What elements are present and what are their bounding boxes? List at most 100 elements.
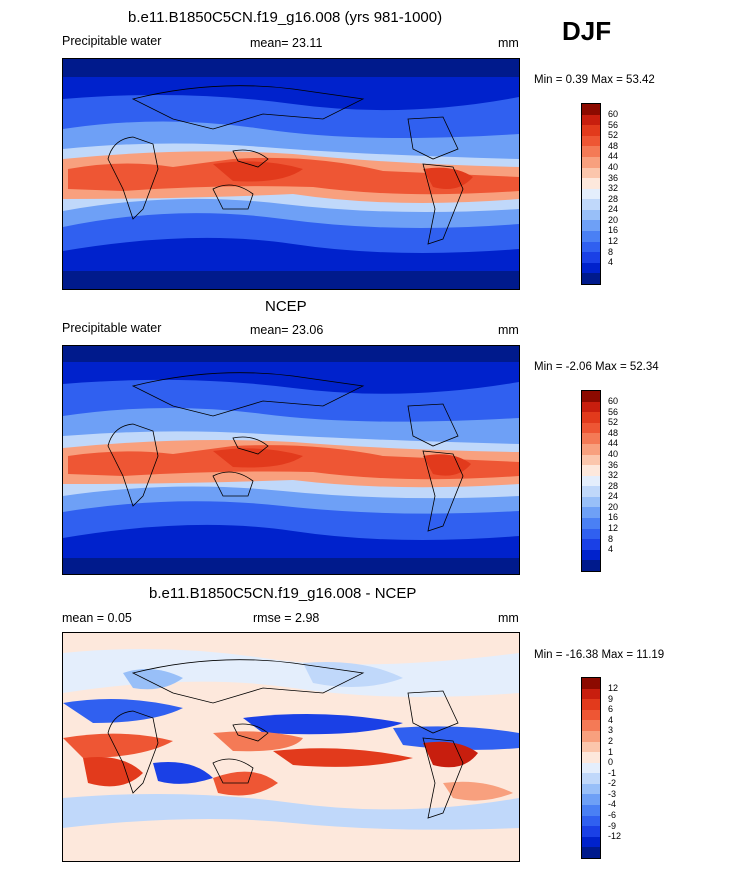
panel-2-colorbar: 60 56 52 48 44 40 36 32 28 24 20 16 12 8… — [581, 390, 618, 572]
panel-3-minmax: Min = -16.38 Max = 11.19 — [534, 649, 665, 661]
panel-2-colorbar-label: 24 — [608, 491, 619, 501]
colorbar-swatch — [582, 699, 600, 711]
colorbar-swatch — [582, 146, 600, 158]
panel-3-mean: mean = 0.05 — [62, 611, 132, 625]
panel-1-variable-label: Precipitable water — [62, 34, 162, 48]
panel-2-colorbar-label: 4 — [608, 544, 614, 554]
colorbar-swatch — [582, 507, 600, 519]
colorbar-swatch — [582, 783, 600, 795]
panel-1-colorbar-label: 20 — [608, 215, 619, 225]
colorbar-swatch — [582, 252, 600, 264]
colorbar-swatch — [582, 443, 600, 456]
colorbar-swatch — [582, 125, 600, 137]
panel-3-colorbar-label: -1 — [608, 768, 617, 778]
panel-2-colorbar-label: 36 — [608, 460, 619, 470]
panel-3-rmse: rmse = 2.98 — [253, 611, 320, 625]
colorbar-swatch — [582, 412, 600, 424]
colorbar-swatch — [582, 549, 600, 561]
panel-1-colorbar-label: 60 — [608, 109, 619, 119]
panel-3-colorbar-label: 6 — [608, 704, 614, 714]
colorbar-swatch — [582, 560, 600, 572]
panel-3-colorbar-label: 9 — [608, 694, 614, 704]
colorbar-swatch — [582, 454, 600, 466]
colorbar-swatch — [582, 475, 600, 487]
colorbar-swatch — [582, 273, 600, 285]
panel-1-colorbar-swatches — [581, 103, 601, 285]
panel-2-colorbar-label: 8 — [608, 534, 614, 544]
panel-3-colorbar-swatches — [581, 677, 601, 859]
colorbar-swatch — [582, 730, 600, 743]
colorbar-swatch — [582, 528, 600, 540]
panel-2-colorbar-label: 52 — [608, 417, 619, 427]
colorbar-swatch — [582, 847, 600, 859]
panel-3-colorbar-label: 2 — [608, 736, 614, 746]
colorbar-swatch — [582, 826, 600, 838]
panel-3-colorbar-label: -2 — [608, 778, 617, 788]
panel-2-colorbar-label: 12 — [608, 523, 619, 533]
panel-3-title: b.e11.B1850C5CN.f19_g16.008 - NCEP — [149, 585, 417, 602]
panel-2-colorbar-label: 20 — [608, 502, 619, 512]
colorbar-swatch — [582, 688, 600, 700]
panel-1-colorbar-label: 44 — [608, 151, 619, 161]
panel-1-colorbar-label: 4 — [608, 257, 614, 267]
colorbar-swatch — [582, 752, 600, 764]
panel-2-colorbar-swatches — [581, 390, 601, 572]
colorbar-swatch — [582, 805, 600, 817]
colorbar-swatch — [582, 422, 600, 434]
panel-1-title: b.e11.B1850C5CN.f19_g16.008 (yrs 981-100… — [128, 9, 443, 26]
panel-3-colorbar: 12 9 6 4 3 2 1 0 -1 -2 -3 -4 -6 -9 -12 — [581, 677, 621, 859]
panel-2-title: NCEP — [265, 298, 307, 315]
panel-1-colorbar-label: 36 — [608, 173, 619, 183]
panel-2-colorbar-label: 16 — [608, 512, 619, 522]
colorbar-swatch — [582, 391, 600, 403]
panel-2-units: mm — [498, 323, 519, 337]
colorbar-swatch — [582, 433, 600, 445]
panel-1-colorbar-label: 32 — [608, 183, 619, 193]
colorbar-swatch — [582, 741, 600, 753]
panel-3-colorbar-label: 4 — [608, 715, 614, 725]
panel-1-colorbar-label: 48 — [608, 141, 619, 151]
panel-1-minmax: Min = 0.39 Max = 53.42 — [534, 74, 655, 86]
panel-3-colorbar-label: -3 — [608, 789, 617, 799]
panel-3-colorbar-label: 0 — [608, 757, 614, 767]
panel-2-map — [62, 345, 520, 575]
panel-2-colorbar-label: 32 — [608, 470, 619, 480]
colorbar-swatch — [582, 720, 600, 732]
colorbar-swatch — [582, 836, 600, 848]
colorbar-swatch — [582, 401, 600, 413]
panel-1-mean: mean= 23.11 — [250, 36, 323, 50]
colorbar-swatch — [582, 209, 600, 221]
colorbar-swatch — [582, 220, 600, 232]
colorbar-swatch — [582, 539, 600, 551]
panel-1-colorbar: 60 56 52 48 44 40 36 32 28 24 20 16 12 8… — [581, 103, 618, 285]
panel-3-colorbar-label: 12 — [608, 683, 619, 693]
colorbar-swatch — [582, 678, 600, 690]
panel-3-colorbar-label: -6 — [608, 810, 617, 820]
panel-1-colorbar-label: 56 — [608, 120, 619, 130]
colorbar-swatch — [582, 231, 600, 243]
panel-1-colorbar-label: 12 — [608, 236, 619, 246]
colorbar-swatch — [582, 486, 600, 498]
colorbar-swatch — [582, 178, 600, 190]
colorbar-swatch — [582, 496, 600, 508]
panel-2-variable-label: Precipitable water — [62, 321, 162, 335]
panel-1-colorbar-label: 24 — [608, 204, 619, 214]
colorbar-swatch — [582, 188, 600, 200]
panel-1-colorbar-label: 8 — [608, 247, 614, 257]
panel-1-colorbar-label: 40 — [608, 162, 619, 172]
colorbar-swatch — [582, 262, 600, 274]
colorbar-swatch — [582, 114, 600, 126]
colorbar-swatch — [582, 199, 600, 211]
colorbar-swatch — [582, 762, 600, 774]
panel-1-map — [62, 58, 520, 290]
panel-2-colorbar-label: 28 — [608, 481, 619, 491]
panel-3-colorbar-label: -9 — [608, 821, 617, 831]
colorbar-swatch — [582, 709, 600, 721]
colorbar-swatch — [582, 156, 600, 169]
panel-3-colorbar-label: -4 — [608, 799, 617, 809]
colorbar-swatch — [582, 104, 600, 116]
colorbar-swatch — [582, 794, 600, 806]
season-label: DJF — [562, 16, 612, 46]
panel-3-units: mm — [498, 611, 519, 625]
panel-1-colorbar-label: 16 — [608, 225, 619, 235]
